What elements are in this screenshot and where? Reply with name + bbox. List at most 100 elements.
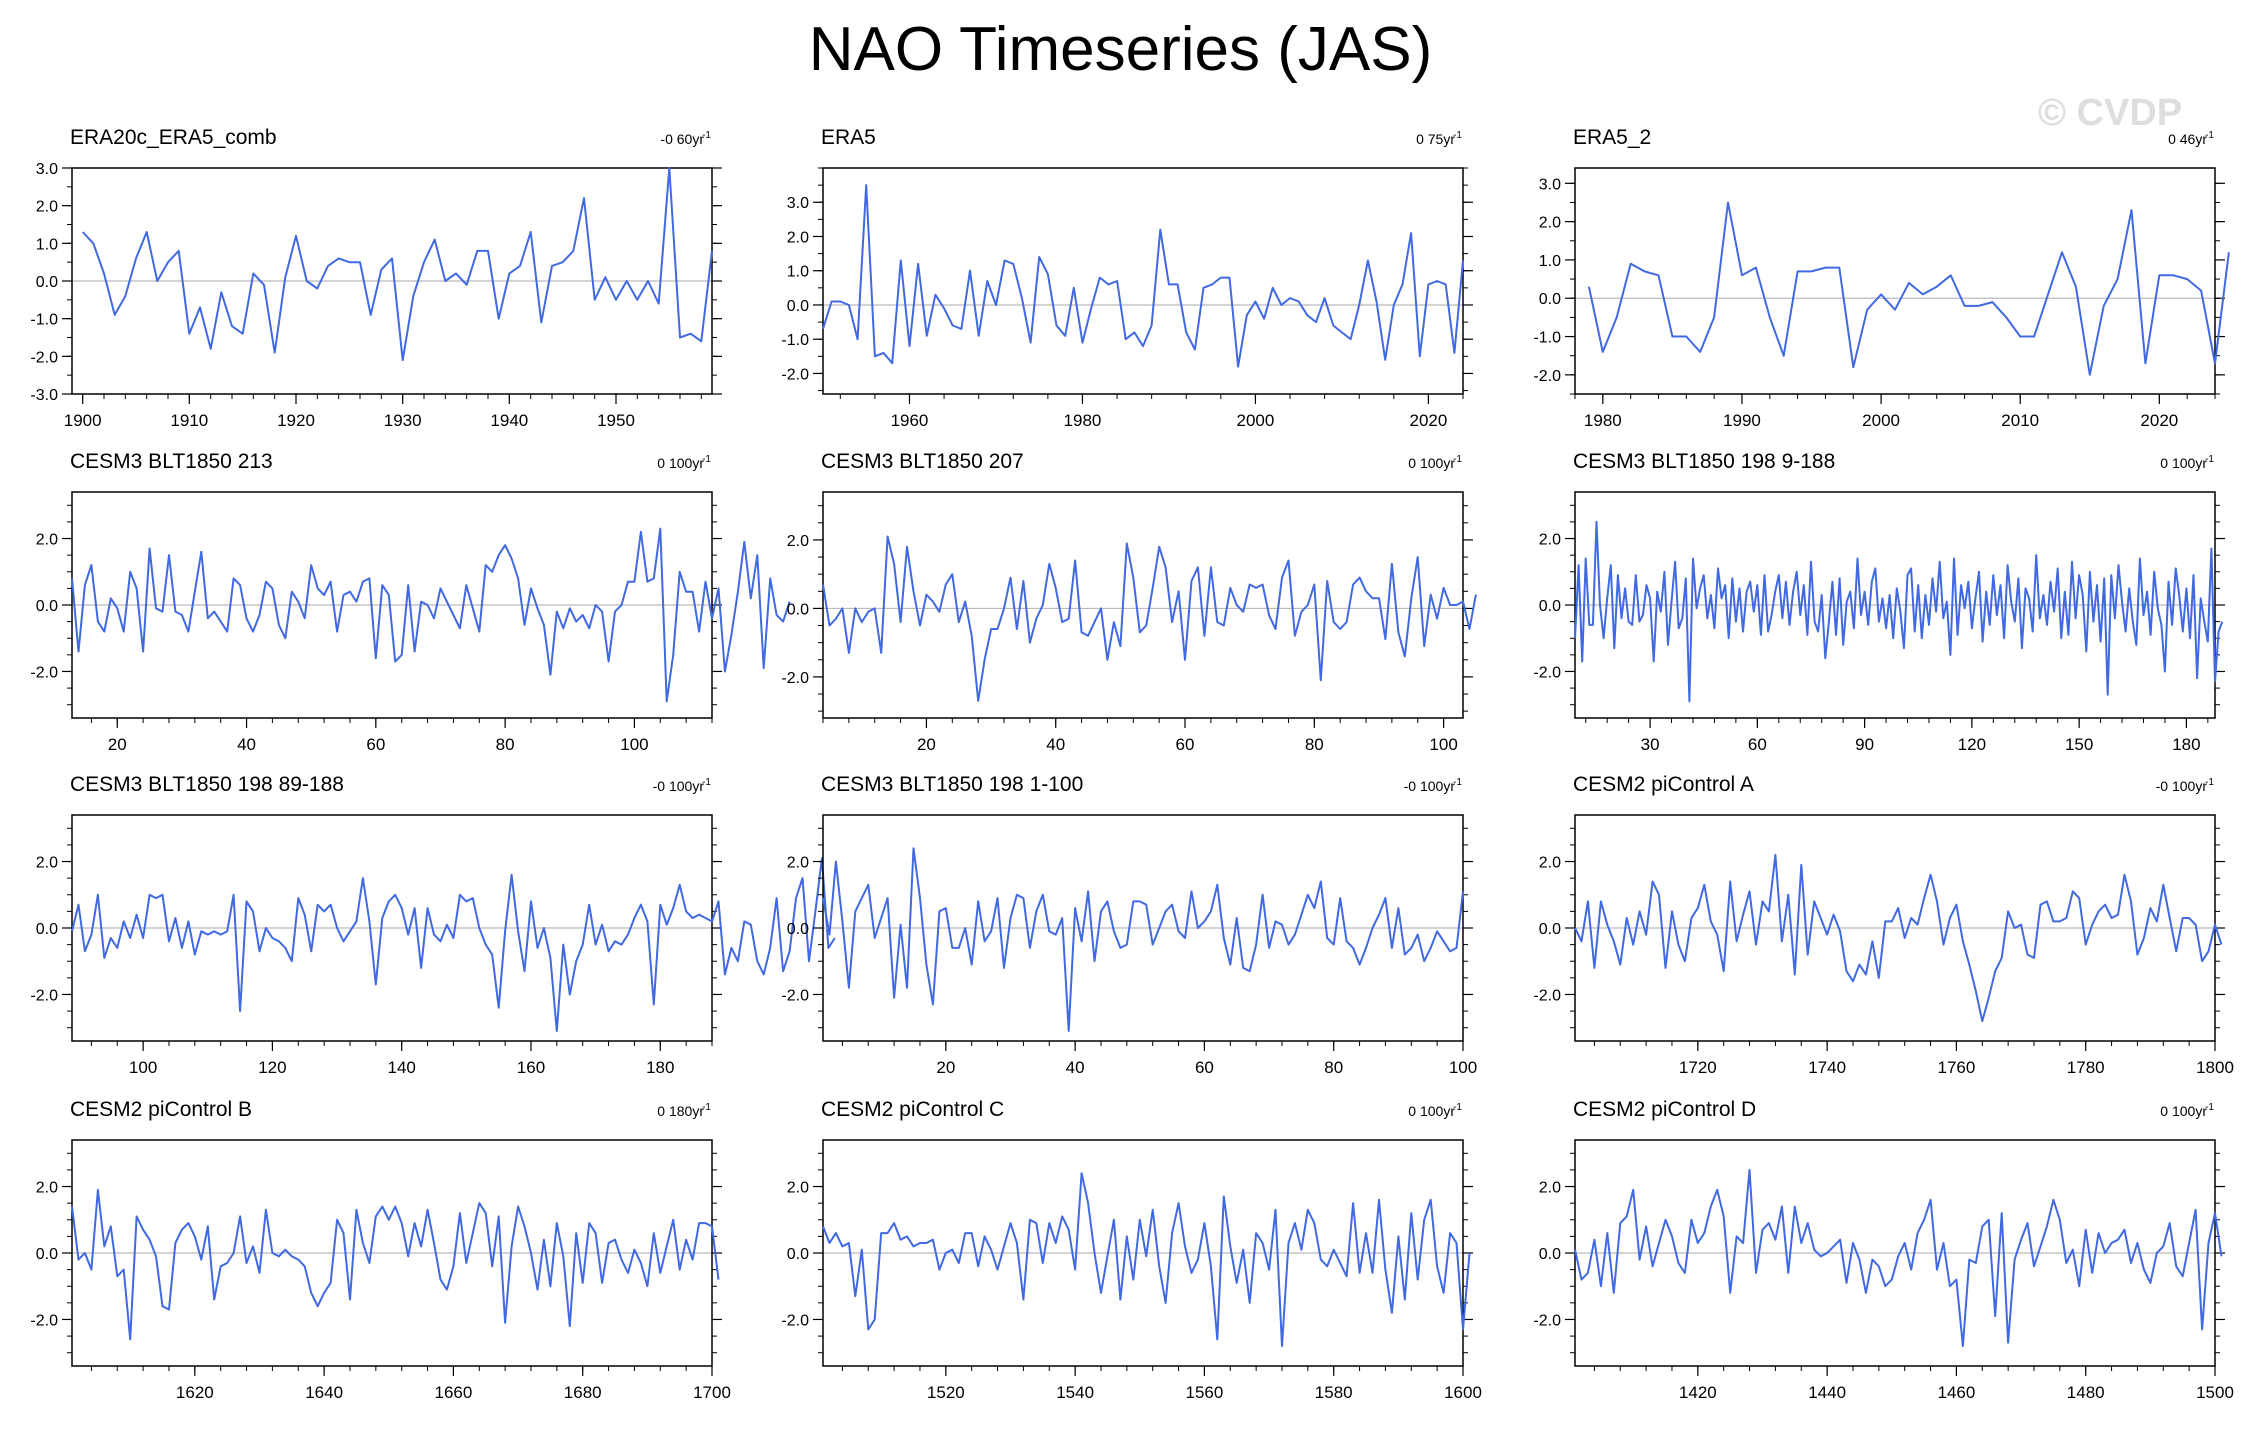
x-tick-label: 90 [1855,735,1874,754]
x-tick-label: 40 [1066,1058,1085,1077]
y-tick-label: 0.0 [1539,1246,1561,1263]
y-tick-label: -1.0 [1533,330,1561,347]
chart-panel-3: ERA5_2 0 46yr-1 -2.0 -1.0 0.0 1.0 2.0 3.0 1980 19… [1533,126,2230,430]
trend-label: -0 100yr [2156,778,2208,794]
chart-title: CESM2 piControl D [1573,1098,1756,1121]
x-tick-label: 20 [917,735,936,754]
y-tick-label: 2.0 [36,855,58,872]
x-tick-label: 1560 [1186,1383,1224,1402]
y-tick-label: 2.0 [787,855,809,872]
x-tick-label: 2020 [1409,411,1447,430]
nao-series-line [1574,853,2223,1023]
y-tick-label: 3.0 [36,161,58,178]
x-tick-label: 1420 [1679,1383,1717,1402]
x-tick-label: 2000 [1862,411,1900,430]
x-tick-label: 1600 [1444,1383,1482,1402]
x-tick-label: 60 [1176,735,1195,754]
y-tick-label: -2.0 [1533,987,1561,1004]
nao-series-line [822,184,1464,368]
y-tick-label: 0.0 [36,1246,58,1263]
x-tick-label: 100 [1449,1058,1477,1077]
x-tick-label: 1900 [64,411,102,430]
y-tick-label: -2.0 [30,1312,58,1329]
y-tick-label: 2.0 [787,229,809,246]
nao-series-line [822,1172,1471,1348]
x-tick-label: 40 [237,735,256,754]
x-tick-label: 1700 [693,1383,731,1402]
x-tick-label: 60 [1195,1058,1214,1077]
y-tick-label: 2.0 [36,532,58,549]
y-tick-label: 3.0 [1539,176,1561,193]
trend-label: 0 100yr [2160,455,2207,471]
nao-series-line [71,857,836,1032]
x-tick-label: 1980 [1064,411,1102,430]
y-tick-label: 2.0 [787,533,809,550]
y-tick-label: 2.0 [1539,855,1561,872]
chart-title: CESM2 piControl B [70,1098,252,1121]
trend-superscript: -1 [2205,454,2214,465]
y-tick-label: 0.0 [1539,598,1561,615]
x-tick-label: 80 [1324,1058,1343,1077]
y-tick-label: 2.0 [1539,1180,1561,1197]
nao-series-line [71,527,791,703]
chart-title: CESM2 piControl C [821,1098,1004,1121]
y-tick-label: -2.0 [781,1312,809,1329]
trend-superscript: -1 [1453,130,1462,141]
y-tick-label: 2.0 [36,1180,58,1197]
chart-title: CESM3 BLT1850 207 [821,450,1024,473]
x-tick-label: 30 [1641,735,1660,754]
trend-label: 0 180yr [657,1103,704,1119]
chart-panel-11: CESM2 piControl C 0 100yr-1 -2.0 0.0 2.0 1520… [781,1098,1481,1402]
nao-series-line [81,167,713,362]
trend-superscript: -1 [702,130,711,141]
nao-series-line [1574,520,2224,703]
x-tick-label: 1680 [564,1383,602,1402]
x-tick-label: 1940 [490,411,528,430]
x-tick-label: 60 [1748,735,1767,754]
y-tick-label: -1.0 [30,312,58,329]
y-tick-label: -2.0 [1533,368,1561,385]
x-tick-label: 1480 [2067,1383,2105,1402]
x-tick-label: 40 [1046,735,1065,754]
chart-panel-9: CESM2 piControl A -0 100yr-1 -2.0 0.0 2.0 172… [1533,773,2233,1077]
x-tick-label: 80 [496,735,515,754]
x-tick-label: 60 [366,735,385,754]
x-tick-label: 2010 [2001,411,2039,430]
x-tick-label: 1460 [1938,1383,1976,1402]
y-tick-label: 1.0 [1539,253,1561,270]
x-tick-label: 1960 [891,411,929,430]
y-tick-label: 0.0 [1539,921,1561,938]
trend-superscript: -1 [702,777,711,788]
x-tick-label: 1500 [2196,1383,2234,1402]
chart-title: CESM3 BLT1850 198 9-188 [1573,450,1835,473]
x-tick-label: 120 [1958,735,1986,754]
x-tick-label: 1520 [927,1383,965,1402]
trend-superscript: -1 [1453,777,1462,788]
x-tick-label: 20 [108,735,127,754]
nao-series-line [1587,201,2230,376]
x-tick-label: 1760 [1938,1058,1976,1077]
trend-superscript: -1 [2205,130,2214,141]
y-tick-label: -2.0 [781,670,809,687]
chart-title: CESM3 BLT1850 198 89-188 [70,773,344,796]
y-tick-label: -2.0 [30,664,58,681]
nao-series-line [822,847,1464,1032]
trend-label: 0 100yr [2160,1103,2207,1119]
nao-series-line [1574,1168,2223,1348]
y-tick-label: 1.0 [787,264,809,281]
chart-panel-5: CESM3 BLT1850 207 0 100yr-1 -2.0 0.0 2.0 20 40… [781,450,1477,754]
x-tick-label: 2000 [1237,411,1275,430]
chart-panel-10: CESM2 piControl B 0 180yr-1 -2.0 0.0 2.0 1620… [30,1098,730,1402]
trend-superscript: -1 [702,1102,711,1113]
x-tick-label: 180 [646,1058,674,1077]
y-tick-label: 1.0 [36,236,58,253]
trend-label: 0 100yr [657,455,704,471]
chart-title: CESM3 BLT1850 213 [70,450,273,473]
y-tick-label: -1.0 [781,332,809,349]
x-tick-label: 1660 [435,1383,473,1402]
chart-panel-2: ERA5 0 75yr-1 -2.0 -1.0 0.0 1.0 2.0 3.0 1960 1980… [781,126,1473,430]
chart-panel-8: CESM3 BLT1850 198 1-100 -0 100yr-1 -2.0 0.0… [781,773,1477,1077]
x-tick-label: 1540 [1056,1383,1094,1402]
chart-panel-4: CESM3 BLT1850 213 0 100yr-1 -2.0 0.0 2.0 20 40… [30,450,791,754]
